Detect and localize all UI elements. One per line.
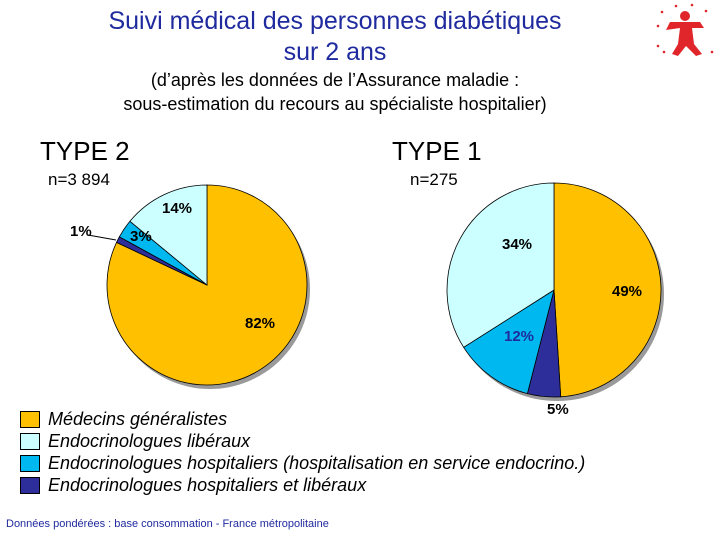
person-figure-logo-icon bbox=[656, 3, 714, 56]
legend-label: Endocrinologues hospitaliers (hospitalis… bbox=[48, 452, 586, 473]
page-subtitle: (d’après les données de l’Assurance mala… bbox=[0, 68, 670, 116]
pie-data-label: 82% bbox=[245, 315, 275, 332]
legend-item-generalistes: Médecins généralistes bbox=[20, 408, 585, 430]
pie-data-label: 14% bbox=[162, 200, 192, 217]
legend-item-endo-liberaux: Endocrinologues libéraux bbox=[20, 430, 585, 452]
legend-swatch bbox=[20, 432, 40, 450]
subtitle-line-1: (d’après les données de l’Assurance mala… bbox=[150, 70, 520, 90]
pie-data-label: 34% bbox=[502, 236, 532, 253]
chart-n-type1: n=275 bbox=[410, 170, 458, 189]
legend-swatch bbox=[20, 454, 40, 472]
pie-data-label: 12% bbox=[504, 328, 534, 345]
legend-item-endo-hosp-liberaux: Endocrinologues hospitaliers et libéraux bbox=[20, 474, 585, 496]
pie-slice bbox=[129, 184, 208, 286]
chart-title-type2: TYPE 2 bbox=[40, 136, 130, 166]
chart-title-type1: TYPE 1 bbox=[392, 136, 482, 166]
pie-slice bbox=[446, 182, 555, 348]
legend-label: Médecins généralistes bbox=[48, 408, 228, 429]
title-line-1: Suivi médical des personnes diabétiques bbox=[108, 7, 562, 35]
legend-label: Endocrinologues hospitaliers et libéraux bbox=[48, 474, 367, 495]
pie-data-label: 49% bbox=[612, 283, 642, 300]
legend-swatch bbox=[20, 410, 40, 428]
chart-n-type2: n=3 894 bbox=[48, 170, 110, 189]
pie-chart-type1: 49% 5% 12% 34% bbox=[446, 182, 664, 418]
page-title: Suivi médical des personnes diabétiques … bbox=[0, 6, 670, 68]
pie-slice bbox=[463, 289, 555, 395]
pie-data-label: 3% bbox=[130, 228, 152, 245]
pie-chart-type2: 82% 1% 3% 14% bbox=[70, 184, 310, 389]
pie-data-label: 5% bbox=[547, 401, 569, 418]
legend-item-endo-hospitaliers: Endocrinologues hospitaliers (hospitalis… bbox=[20, 452, 585, 474]
legend-swatch bbox=[20, 476, 40, 494]
legend: Médecins généralistes Endocrinologues li… bbox=[20, 408, 585, 496]
legend-label: Endocrinologues libéraux bbox=[48, 430, 251, 451]
title-line-2: sur 2 ans bbox=[283, 38, 387, 66]
pie-leader-line bbox=[87, 234, 117, 241]
pie-data-label: 1% bbox=[70, 223, 92, 240]
subtitle-line-2: sous-estimation du recours au spécialist… bbox=[123, 94, 547, 114]
pie-slice bbox=[553, 182, 662, 398]
footnote: Données pondérées : base consommation - … bbox=[6, 518, 329, 530]
